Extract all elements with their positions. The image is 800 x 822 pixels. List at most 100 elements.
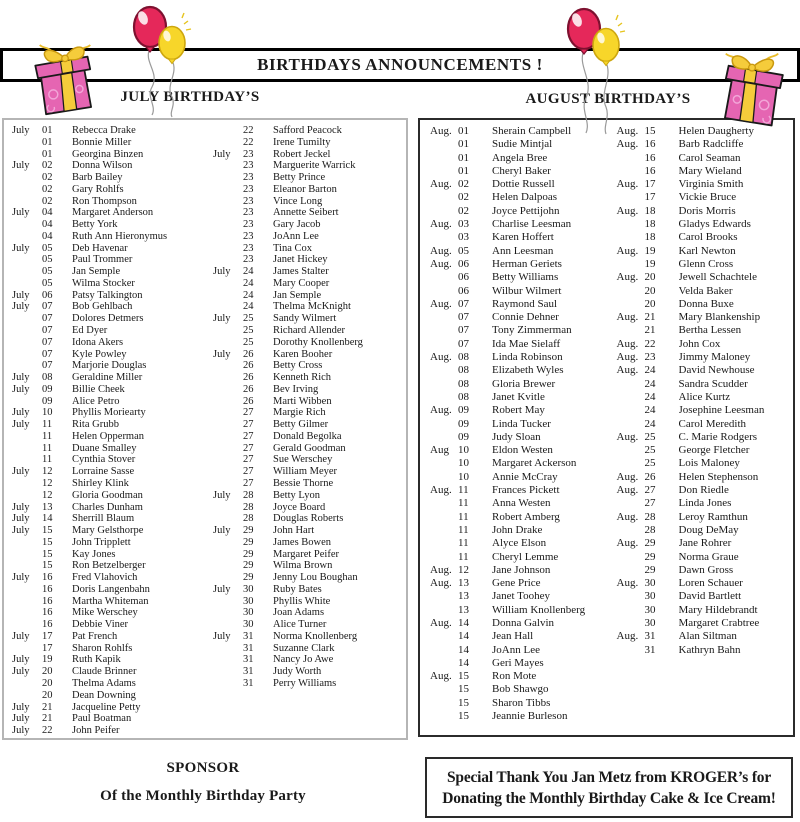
month-label [205, 384, 243, 396]
day-label: 16 [42, 619, 53, 631]
month-label: July [12, 525, 30, 537]
person-name: William Knollenberg [492, 603, 586, 616]
person-name: Doris Langenbahn [72, 583, 150, 595]
list-item: 09 Judy Sloan [420, 431, 607, 444]
person-name: Dolores Detmers [72, 313, 144, 325]
list-item: 27 William Meyer [205, 466, 406, 478]
list-item: 29 Wilma Brown [205, 560, 406, 572]
list-item: Aug. 21 Mary Blankenship [607, 311, 794, 324]
month-label [420, 338, 458, 351]
person-name: Fred Vlahovich [72, 572, 138, 584]
month-label [420, 391, 458, 404]
list-item: 16 Debbie Viner [4, 619, 205, 631]
person-name: Janet Hickey [273, 254, 328, 266]
list-item: 20 Velda Baker [607, 285, 794, 298]
person-name: Janet Kvitle [492, 390, 545, 403]
list-item: 15 John Tripplett [4, 537, 205, 549]
list-item: 24 Carol Meredith [607, 418, 794, 431]
day-label: 06 [458, 257, 469, 270]
list-item: 02 Ron Thompson [4, 196, 205, 208]
person-name: Josephine Leesman [678, 404, 765, 417]
month-label [607, 457, 645, 470]
list-item: July 19 Ruth Kapik [4, 654, 205, 666]
person-name: Geri Mayes [492, 656, 544, 669]
day-label: 18 [644, 218, 656, 231]
list-item: 24 Josephine Leesman [607, 404, 794, 417]
list-item: 11 Anna Westen [420, 497, 607, 510]
person-name: Jimmy Maloney [678, 351, 751, 364]
month-label [205, 478, 243, 490]
list-item: July 29 John Hart [205, 525, 406, 537]
list-item: July 31 Norma Knollenberg [205, 631, 406, 643]
person-name: Ann Leesman [492, 244, 554, 257]
person-name: Ruby Bates [273, 583, 322, 595]
person-name: Helen Stephenson [678, 470, 759, 483]
list-item: 27 Sue Werschey [205, 454, 406, 466]
day-label: 12 [42, 477, 53, 489]
person-name: Bev Irving [273, 383, 319, 395]
day-label: 24 [644, 364, 656, 377]
list-item: 23 Vince Long [205, 196, 406, 208]
month-label [4, 490, 42, 502]
person-name: Shirley Klink [72, 477, 129, 489]
month-label [205, 243, 243, 255]
day-label: 11 [42, 454, 53, 466]
month-label [4, 443, 42, 455]
day-label: 09 [458, 430, 469, 443]
month-label [607, 298, 645, 311]
day-label: 25 [644, 430, 656, 443]
person-name: Don Riedle [678, 484, 729, 497]
day-label: 02 [42, 160, 53, 172]
month-label [420, 524, 458, 537]
person-name: John Peifer [72, 725, 120, 737]
month-label: July [12, 466, 30, 478]
day-label: 09 [42, 395, 53, 407]
month-label [420, 231, 458, 244]
day-label: 14 [458, 616, 469, 629]
month-label [420, 590, 458, 603]
month-label [607, 617, 645, 630]
month-label [420, 644, 458, 657]
month-label [4, 431, 42, 443]
list-item: Aug. 25 C. Marie Rodgers [607, 431, 794, 444]
person-name: Alice Petro [72, 395, 120, 407]
month-label: Aug. [430, 577, 452, 590]
month-label [4, 549, 42, 561]
person-name: Robert Jeckel [273, 148, 331, 160]
list-item: 19 Glenn Cross [607, 258, 794, 271]
list-item: Aug. 18 Doris Morris [607, 205, 794, 218]
person-name: Gladys Edwards [678, 218, 751, 231]
list-item: 01 Georgina Binzen [4, 149, 205, 161]
month-label: Aug. [616, 311, 639, 324]
day-label: 19 [644, 244, 656, 257]
month-label [4, 454, 42, 466]
list-item: 31 Perry Williams [205, 678, 406, 690]
balloons-icon [132, 5, 192, 118]
person-name: Leroy Ramthun [678, 510, 748, 523]
month-label: Aug. [616, 470, 639, 483]
list-item: Aug. 01 Sherain Campbell [420, 125, 607, 138]
list-item: July 26 Karen Booher [205, 349, 406, 361]
person-name: Helen Dalpoas [492, 191, 558, 204]
person-name: Herman Geriets [492, 257, 562, 270]
month-label: Aug. [616, 351, 639, 364]
day-label: 07 [458, 324, 469, 337]
month-label: July [12, 407, 30, 419]
day-label: 30 [243, 619, 254, 631]
day-label: 05 [42, 266, 53, 278]
day-label: 08 [458, 377, 469, 390]
month-label [4, 137, 42, 149]
person-name: Cheryl Baker [492, 164, 551, 177]
list-item: 11 Robert Amberg [420, 511, 607, 524]
month-label: July [213, 525, 231, 537]
list-item: 06 Wilbur Wilmert [420, 285, 607, 298]
day-label: 07 [42, 336, 53, 348]
person-name: Betty Prince [273, 172, 326, 184]
person-name: Annie McCray [492, 470, 558, 483]
day-label: 02 [458, 204, 469, 217]
day-label: 23 [243, 183, 254, 195]
person-name: Eleanor Barton [273, 183, 337, 195]
person-name: Carol Brooks [678, 231, 738, 244]
day-label: 26 [644, 470, 656, 483]
month-label: July [213, 148, 231, 160]
